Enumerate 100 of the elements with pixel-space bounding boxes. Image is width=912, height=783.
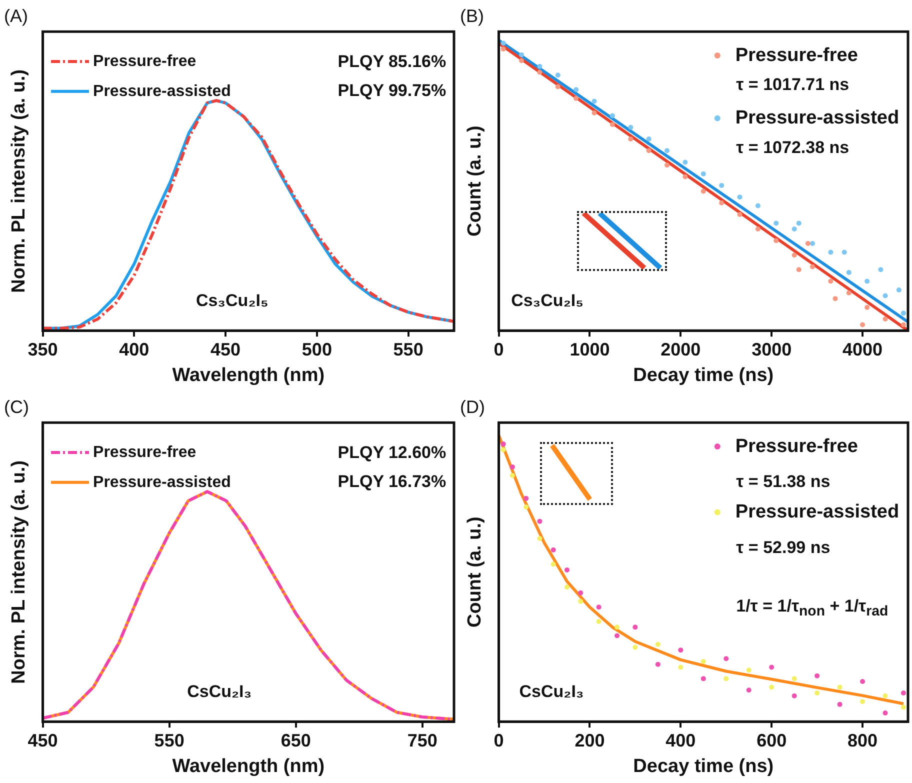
point (846, 270, 852, 276)
point (774, 238, 779, 244)
x-axis-title: Decay time (ns) (633, 364, 774, 386)
point (510, 464, 515, 470)
point (614, 633, 620, 638)
point (860, 699, 866, 704)
point (805, 241, 810, 246)
point (596, 604, 602, 610)
x-tick-label: 4000 (842, 339, 883, 360)
point (737, 194, 742, 200)
point (578, 598, 584, 604)
point (632, 624, 638, 630)
x-axis-title: Wavelength (nm) (172, 756, 325, 777)
x-tick-label: 550 (393, 339, 424, 360)
point (500, 442, 506, 447)
x-tick-label: 400 (119, 339, 150, 360)
point (837, 702, 842, 707)
annotation: τ = 52.99 ns (736, 538, 830, 558)
point (678, 664, 684, 670)
point (878, 267, 884, 272)
legend-label: Pressure-assisted (93, 82, 231, 100)
point (655, 662, 660, 667)
point (632, 644, 638, 650)
point (700, 188, 706, 194)
point (628, 124, 634, 130)
annotation: CsCu₂I₃ (519, 682, 584, 702)
annotation: Cs₃Cu₂I₅ (196, 290, 268, 311)
point (882, 316, 888, 322)
point (700, 171, 706, 176)
point (769, 684, 774, 690)
point (864, 278, 870, 284)
x-tick-label: 550 (154, 730, 184, 750)
text: PLQY 16.73% (338, 472, 446, 492)
point (574, 96, 579, 101)
point (814, 673, 820, 678)
point (792, 226, 797, 232)
point (842, 250, 847, 255)
point (655, 642, 660, 647)
point (510, 473, 515, 478)
legend-label: Pressure-free (735, 436, 858, 457)
legend-label: Pressure-assisted (735, 108, 900, 129)
point (555, 72, 560, 78)
point (719, 182, 724, 188)
point (564, 584, 570, 590)
x-tick-label: 0 (494, 730, 504, 750)
x-axis-title: Decay time (ns) (633, 756, 774, 777)
point (837, 684, 842, 690)
point (746, 688, 752, 693)
annotation: τ = 1017.71 ns (736, 75, 850, 96)
point (755, 203, 760, 208)
point (628, 136, 634, 142)
chart-title: (D) (460, 396, 485, 417)
x-tick-label: 750 (407, 730, 438, 750)
point (737, 212, 742, 217)
point (700, 659, 706, 664)
chart-title: (A) (4, 6, 28, 26)
point (537, 70, 542, 75)
point (774, 220, 779, 226)
y-axis-title: Count (a. u.) (464, 126, 486, 237)
point (900, 310, 906, 316)
chart-title: (C) (4, 396, 29, 417)
x-tick-label: 400 (666, 730, 696, 750)
point (537, 536, 542, 541)
point (500, 447, 506, 452)
point (574, 87, 579, 92)
point (796, 267, 802, 272)
point (578, 590, 584, 596)
point (524, 504, 529, 510)
text: PLQY 99.75% (338, 81, 446, 102)
point (664, 148, 670, 154)
x-tick-label: 650 (280, 730, 311, 750)
point (682, 174, 688, 180)
point (828, 250, 834, 255)
chart-title: (B) (460, 6, 484, 26)
point (900, 322, 906, 328)
point (678, 648, 684, 653)
x-tick-label: 800 (848, 730, 878, 750)
legend-label: Pressure-free (735, 44, 858, 66)
point (550, 562, 556, 567)
point (864, 304, 870, 310)
x-tick-label: 1000 (570, 339, 610, 360)
point (524, 496, 529, 501)
point (537, 518, 542, 524)
point (610, 113, 615, 118)
annotation: 1/τ = 1/τ$_{non}$ + 1/τ$_{rad}$ (736, 596, 888, 620)
point (900, 704, 906, 710)
x-tick-label: 200 (574, 730, 605, 750)
point (537, 64, 542, 69)
point (700, 676, 706, 682)
annotation: τ = 1072.38 ns (736, 138, 850, 158)
annotation: Cs₃Cu₂I₅ (511, 290, 584, 311)
point (646, 148, 652, 154)
point (724, 656, 729, 662)
point (614, 624, 620, 630)
point (792, 252, 797, 258)
text: PLQY 12.60% (338, 442, 446, 462)
point (882, 710, 888, 716)
point (810, 264, 816, 270)
point (796, 220, 802, 226)
point (610, 122, 615, 127)
